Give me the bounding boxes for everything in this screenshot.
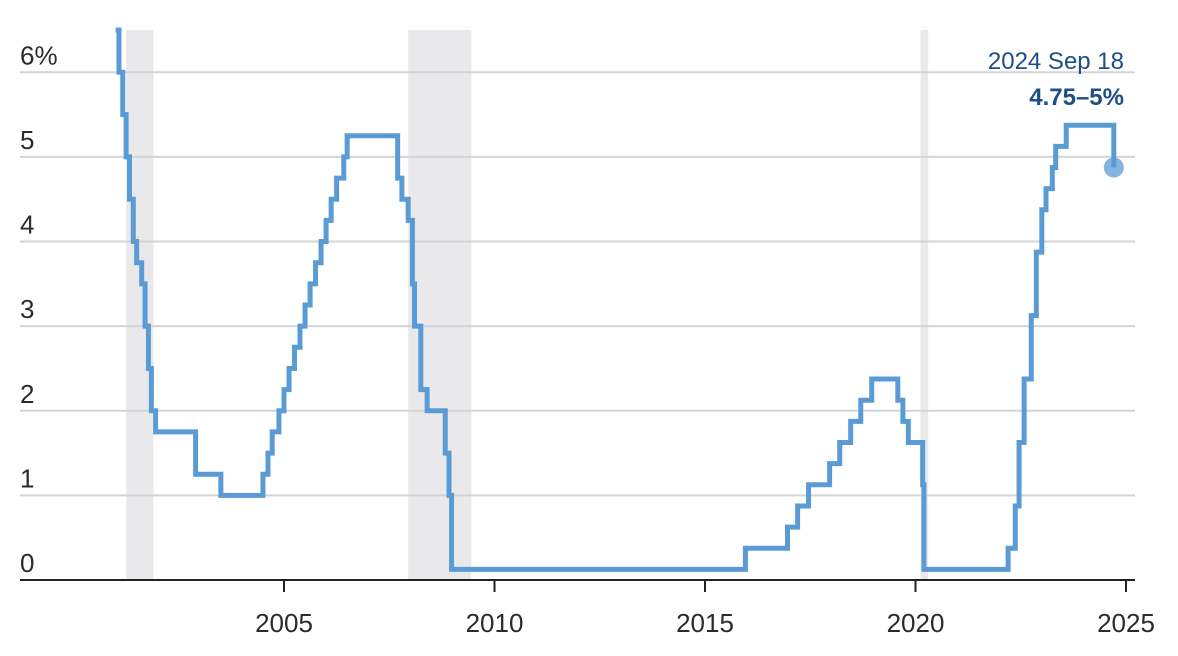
recession-band xyxy=(920,30,929,580)
annotation-date: 2024 Sep 18 xyxy=(988,48,1124,75)
y-axis-ticks: 0 1 2 3 4 5 6% xyxy=(20,40,58,578)
x-tick-label: 2020 xyxy=(887,608,945,638)
y-tick-label: 3 xyxy=(20,294,34,324)
y-tick-label: 1 xyxy=(20,463,34,493)
recession-band xyxy=(126,30,154,580)
y-tick-label: 0 xyxy=(20,548,34,578)
y-tick-label: 2 xyxy=(20,379,34,409)
latest-point-marker xyxy=(1103,157,1124,178)
recession-shading xyxy=(126,30,929,580)
x-tick-label: 2005 xyxy=(255,608,313,638)
rate-step-line xyxy=(115,27,1117,572)
x-tick-label: 2010 xyxy=(466,608,524,638)
annotation-value: 4.75–5% xyxy=(1029,84,1124,111)
latest-annotation: 2024 Sep 18 4.75–5% xyxy=(988,48,1124,178)
y-tick-label: 6% xyxy=(20,40,58,70)
y-tick-label: 5 xyxy=(20,125,34,155)
recession-band xyxy=(408,30,472,580)
x-tick-label: 2025 xyxy=(1097,608,1155,638)
rate-series xyxy=(115,27,1117,572)
y-tick-label: 4 xyxy=(20,210,34,240)
x-tick-label: 2015 xyxy=(676,608,734,638)
x-axis-ticks: 2005 2010 2015 2020 2025 xyxy=(255,580,1155,638)
gridlines xyxy=(20,71,1135,497)
